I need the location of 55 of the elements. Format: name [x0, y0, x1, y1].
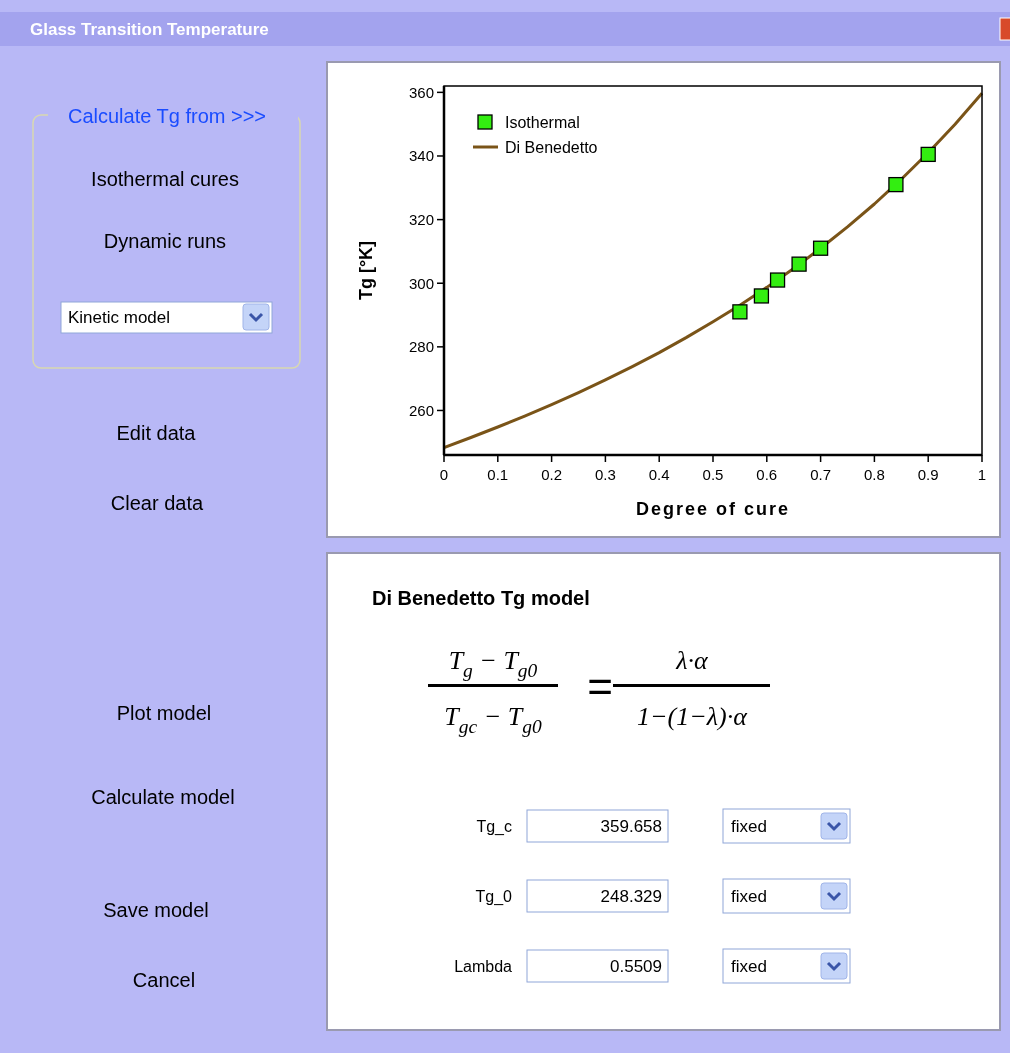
text: 248.329 — [600, 886, 662, 906]
x-tick-label: 0.8 — [863, 466, 885, 483]
text: Di Benedetto Tg model — [372, 587, 590, 609]
text: fixed — [731, 886, 767, 906]
text: Calculate model — [91, 786, 235, 808]
x-tick-label: 0.3 — [594, 466, 616, 483]
text: T$_{gc}$ − T$_{g0}$ — [444, 701, 542, 737]
legend-label: Di Benedetto — [505, 138, 598, 156]
text: Dynamic runs — [103, 230, 227, 252]
point — [732, 304, 748, 320]
text: Save model — [103, 899, 209, 921]
text: = — [587, 661, 613, 711]
text: Isothermal cures — [91, 168, 239, 190]
text: Clear data — [110, 492, 205, 514]
point — [920, 146, 936, 163]
point — [753, 288, 770, 304]
y-tick-label: 260 — [408, 401, 434, 419]
text: Plot model — [116, 702, 212, 724]
x-tick-label: 0.7 — [810, 466, 832, 483]
text: Kinetic model — [68, 307, 171, 327]
legend-label: Isothermal — [505, 113, 580, 131]
x-tick-label: 0.6 — [756, 466, 778, 483]
text: Tg_c — [476, 817, 512, 836]
x-tick-label: 0.1 — [487, 466, 509, 483]
text: 0.5509 — [610, 956, 662, 976]
text: fixed — [731, 816, 767, 836]
x-tick-label: 0.9 — [917, 466, 939, 483]
text: fixed — [731, 956, 767, 976]
text: Edit data — [116, 422, 197, 444]
text: Lambda — [454, 957, 513, 975]
text: T$_{g}$ − T$_{g0}$ — [448, 645, 538, 681]
x-axis-title: Degree of cure — [635, 499, 791, 519]
y-tick-label: 360 — [408, 83, 434, 101]
point — [769, 272, 786, 288]
point — [791, 256, 807, 272]
y-tick-label: 280 — [408, 338, 434, 356]
x-tick-label: 0 — [439, 466, 449, 483]
text: Calculate Tg from >>> — [67, 105, 267, 127]
point — [888, 176, 904, 193]
text: λ·α — [675, 645, 710, 675]
text: Glass Transition Temperature — [30, 20, 269, 39]
y-axis-title: Tg [°K] — [356, 240, 376, 301]
text: Tg_0 — [475, 887, 513, 906]
x-tick-label: 0.5 — [702, 466, 724, 483]
x-tick-label: 1 — [977, 466, 987, 483]
y-tick-label: 320 — [408, 211, 434, 229]
text: Cancel — [132, 969, 196, 991]
text: 1−(1−λ)·α — [637, 701, 749, 731]
x-tick-label: 0.2 — [541, 466, 563, 483]
y-tick-label: 340 — [408, 147, 434, 165]
text: 359.658 — [600, 816, 662, 836]
x-tick-label: 0.4 — [648, 466, 670, 483]
point — [812, 240, 829, 256]
y-tick-label: 300 — [408, 274, 434, 292]
line-series — [442, 91, 984, 450]
